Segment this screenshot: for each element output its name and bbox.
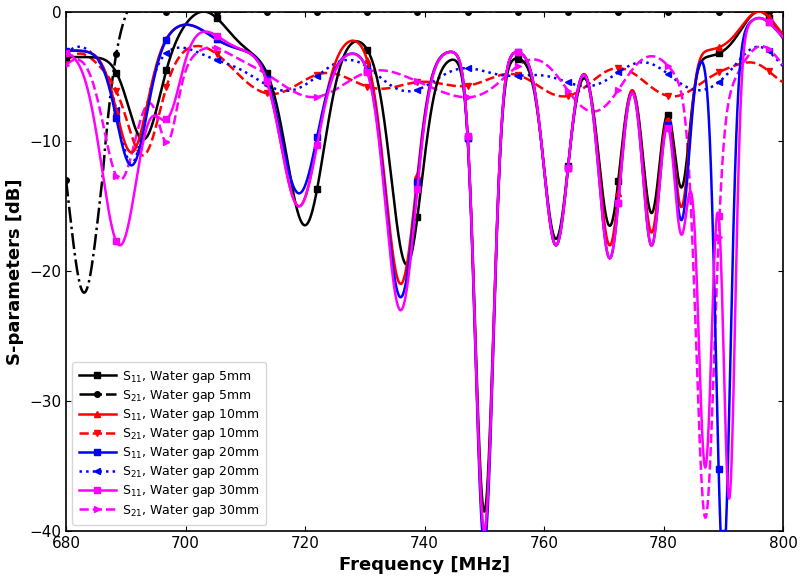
S$_{11}$, Water gap 5mm bbox=[334, 64, 344, 71]
S$_{11}$, Water gap 5mm bbox=[479, 508, 488, 515]
S$_{11}$, Water gap 30mm bbox=[596, 198, 606, 205]
S$_{11}$, Water gap 20mm bbox=[61, 47, 71, 54]
Line: S$_{11}$, Water gap 20mm: S$_{11}$, Water gap 20mm bbox=[63, 15, 785, 534]
S$_{11}$, Water gap 5mm bbox=[650, 194, 660, 201]
S$_{21}$, Water gap 20mm bbox=[491, 71, 500, 78]
Y-axis label: S-parameters [dB]: S-parameters [dB] bbox=[6, 178, 23, 365]
S$_{11}$, Water gap 5mm bbox=[527, 79, 537, 86]
S$_{11}$, Water gap 30mm bbox=[191, 32, 200, 39]
S$_{11}$, Water gap 30mm bbox=[334, 59, 344, 66]
S$_{21}$, Water gap 10mm bbox=[335, 72, 345, 79]
S$_{21}$, Water gap 30mm bbox=[650, 53, 659, 60]
S$_{21}$, Water gap 10mm bbox=[527, 79, 537, 86]
S$_{21}$, Water gap 5mm bbox=[335, 8, 345, 15]
S$_{21}$, Water gap 5mm bbox=[192, 8, 201, 15]
S$_{11}$, Water gap 20mm bbox=[334, 57, 344, 64]
S$_{11}$, Water gap 20mm bbox=[527, 75, 537, 82]
S$_{21}$, Water gap 30mm bbox=[699, 514, 709, 521]
S$_{21}$, Water gap 30mm bbox=[527, 56, 537, 63]
S$_{11}$, Water gap 10mm bbox=[61, 47, 71, 54]
S$_{11}$, Water gap 30mm bbox=[61, 49, 71, 56]
S$_{11}$, Water gap 10mm bbox=[191, 24, 200, 31]
S$_{21}$, Water gap 5mm bbox=[596, 8, 606, 15]
S$_{21}$, Water gap 20mm bbox=[192, 48, 201, 55]
S$_{11}$, Water gap 20mm bbox=[491, 252, 500, 259]
S$_{11}$, Water gap 5mm bbox=[191, 10, 200, 17]
S$_{11}$, Water gap 20mm bbox=[650, 223, 660, 230]
S$_{21}$, Water gap 10mm bbox=[61, 57, 71, 64]
S$_{21}$, Water gap 20mm bbox=[61, 50, 71, 57]
S$_{21}$, Water gap 5mm bbox=[79, 289, 89, 296]
S$_{11}$, Water gap 10mm bbox=[650, 212, 660, 219]
S$_{21}$, Water gap 5mm bbox=[527, 8, 537, 15]
S$_{11}$, Water gap 10mm bbox=[753, 8, 763, 15]
Line: S$_{11}$, Water gap 10mm: S$_{11}$, Water gap 10mm bbox=[63, 9, 785, 534]
Line: S$_{11}$, Water gap 5mm: S$_{11}$, Water gap 5mm bbox=[63, 9, 785, 514]
S$_{11}$, Water gap 5mm bbox=[61, 53, 71, 60]
S$_{21}$, Water gap 10mm bbox=[596, 71, 606, 78]
S$_{11}$, Water gap 30mm bbox=[491, 246, 500, 253]
Legend: S$_{11}$, Water gap 5mm, S$_{21}$, Water gap 5mm, S$_{11}$, Water gap 10mm, S$_{: S$_{11}$, Water gap 5mm, S$_{21}$, Water… bbox=[72, 362, 266, 525]
S$_{11}$, Water gap 20mm bbox=[477, 528, 487, 535]
S$_{21}$, Water gap 30mm bbox=[191, 50, 200, 57]
S$_{11}$, Water gap 30mm bbox=[479, 528, 488, 535]
S$_{21}$, Water gap 20mm bbox=[752, 44, 762, 50]
S$_{21}$, Water gap 10mm bbox=[192, 42, 202, 49]
S$_{11}$, Water gap 5mm bbox=[596, 176, 606, 183]
Line: S$_{21}$, Water gap 30mm: S$_{21}$, Water gap 30mm bbox=[63, 44, 785, 520]
Line: S$_{21}$, Water gap 5mm: S$_{21}$, Water gap 5mm bbox=[63, 9, 785, 295]
S$_{11}$, Water gap 30mm bbox=[650, 223, 660, 230]
S$_{11}$, Water gap 10mm bbox=[596, 188, 606, 195]
S$_{11}$, Water gap 20mm bbox=[753, 14, 763, 21]
S$_{11}$, Water gap 30mm bbox=[527, 75, 537, 82]
S$_{21}$, Water gap 30mm bbox=[61, 61, 71, 68]
S$_{21}$, Water gap 20mm bbox=[596, 79, 606, 86]
S$_{21}$, Water gap 30mm bbox=[755, 43, 765, 50]
Line: S$_{21}$, Water gap 20mm: S$_{21}$, Water gap 20mm bbox=[63, 44, 785, 166]
S$_{11}$, Water gap 5mm bbox=[491, 242, 500, 249]
S$_{11}$, Water gap 30mm bbox=[777, 34, 787, 41]
S$_{21}$, Water gap 5mm bbox=[123, 8, 132, 15]
Line: S$_{11}$, Water gap 30mm: S$_{11}$, Water gap 30mm bbox=[63, 15, 785, 534]
S$_{21}$, Water gap 30mm bbox=[334, 84, 344, 90]
S$_{21}$, Water gap 30mm bbox=[595, 106, 605, 113]
S$_{21}$, Water gap 10mm bbox=[192, 42, 201, 49]
S$_{21}$, Water gap 20mm bbox=[127, 160, 136, 167]
S$_{11}$, Water gap 30mm bbox=[753, 14, 763, 21]
S$_{11}$, Water gap 10mm bbox=[334, 49, 344, 56]
S$_{21}$, Water gap 10mm bbox=[138, 152, 148, 159]
S$_{11}$, Water gap 10mm bbox=[491, 246, 500, 253]
S$_{21}$, Water gap 30mm bbox=[777, 61, 787, 68]
S$_{21}$, Water gap 10mm bbox=[491, 72, 500, 79]
S$_{21}$, Water gap 10mm bbox=[777, 79, 787, 86]
S$_{11}$, Water gap 10mm bbox=[479, 528, 488, 535]
S$_{11}$, Water gap 10mm bbox=[527, 75, 537, 82]
Line: S$_{21}$, Water gap 10mm: S$_{21}$, Water gap 10mm bbox=[63, 44, 785, 158]
S$_{21}$, Water gap 20mm bbox=[335, 58, 345, 65]
S$_{11}$, Water gap 10mm bbox=[777, 31, 787, 38]
X-axis label: Frequency [MHz]: Frequency [MHz] bbox=[338, 556, 509, 574]
S$_{21}$, Water gap 20mm bbox=[527, 71, 537, 78]
S$_{21}$, Water gap 5mm bbox=[61, 177, 71, 184]
S$_{21}$, Water gap 5mm bbox=[650, 8, 660, 15]
S$_{11}$, Water gap 20mm bbox=[191, 24, 200, 31]
S$_{21}$, Water gap 20mm bbox=[777, 63, 787, 70]
S$_{21}$, Water gap 10mm bbox=[650, 87, 660, 94]
S$_{21}$, Water gap 30mm bbox=[491, 81, 500, 88]
S$_{21}$, Water gap 5mm bbox=[777, 8, 787, 15]
S$_{21}$, Water gap 20mm bbox=[650, 62, 660, 69]
S$_{11}$, Water gap 5mm bbox=[753, 8, 763, 15]
S$_{11}$, Water gap 5mm bbox=[777, 35, 787, 42]
S$_{11}$, Water gap 20mm bbox=[777, 34, 787, 41]
S$_{21}$, Water gap 5mm bbox=[491, 8, 500, 15]
S$_{11}$, Water gap 20mm bbox=[596, 198, 606, 205]
